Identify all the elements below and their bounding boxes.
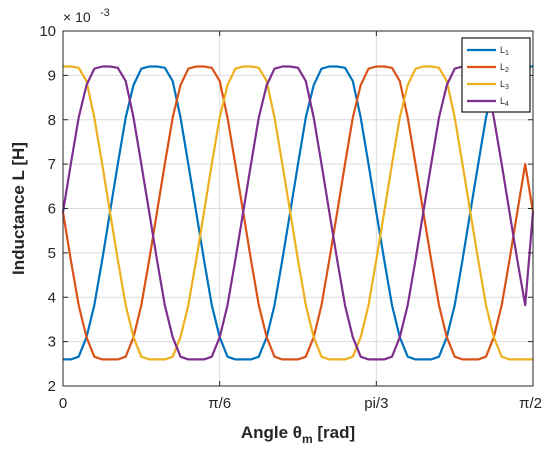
legend-label-main: L bbox=[500, 62, 505, 72]
x-axis-label: Angle θm [rad] bbox=[241, 423, 355, 446]
x-axis-label-subscript: m bbox=[302, 432, 313, 446]
y-tick-label: 8 bbox=[48, 112, 56, 129]
x-axis-label-unit: [rad] bbox=[313, 423, 356, 442]
legend-label: L1 bbox=[500, 45, 509, 57]
y-tick-label: 7 bbox=[48, 156, 56, 173]
series-line-l4 bbox=[61, 65, 535, 361]
legend-label: L4 bbox=[500, 96, 509, 108]
x-tick-label: π/6 bbox=[208, 395, 231, 412]
legend-label-main: L bbox=[500, 79, 505, 89]
y-tick-label: 3 bbox=[48, 334, 56, 351]
legend-label: L3 bbox=[500, 79, 509, 91]
legend-label: L2 bbox=[500, 62, 509, 74]
axis-ticks: 2 3 4 5 6 7 8 9 10 0 π/6 pi/3 π/2 bbox=[39, 23, 542, 412]
legend-label-subscript: 3 bbox=[505, 84, 509, 91]
y-scale-prefix: × 10 bbox=[63, 9, 91, 25]
legend-label-subscript: 1 bbox=[505, 50, 509, 57]
y-tick-label: 6 bbox=[48, 201, 56, 218]
series-layer bbox=[61, 65, 535, 361]
x-tick-label: pi/3 bbox=[364, 395, 388, 412]
y-tick-label: 2 bbox=[48, 378, 56, 395]
legend-label-main: L bbox=[500, 45, 505, 55]
y-scale-exponent: -3 bbox=[100, 7, 110, 19]
y-tick-label: 10 bbox=[39, 23, 56, 40]
y-tick-label: 9 bbox=[48, 67, 56, 84]
x-tick-label: π/2 bbox=[519, 395, 542, 412]
legend-label-subscript: 4 bbox=[505, 101, 509, 108]
x-axis-label-main: Angle θ bbox=[241, 423, 302, 442]
series-line-l3 bbox=[63, 65, 533, 361]
x-tick-label: 0 bbox=[59, 395, 67, 412]
series-line-l2 bbox=[61, 65, 535, 361]
legend-label-subscript: 2 bbox=[505, 67, 509, 74]
series-line-l1 bbox=[63, 65, 533, 361]
y-axis-label: Inductance L [H] bbox=[9, 142, 28, 275]
y-tick-label: 5 bbox=[48, 245, 56, 262]
y-tick-label: 4 bbox=[48, 289, 56, 306]
legend-label-main: L bbox=[500, 96, 505, 106]
